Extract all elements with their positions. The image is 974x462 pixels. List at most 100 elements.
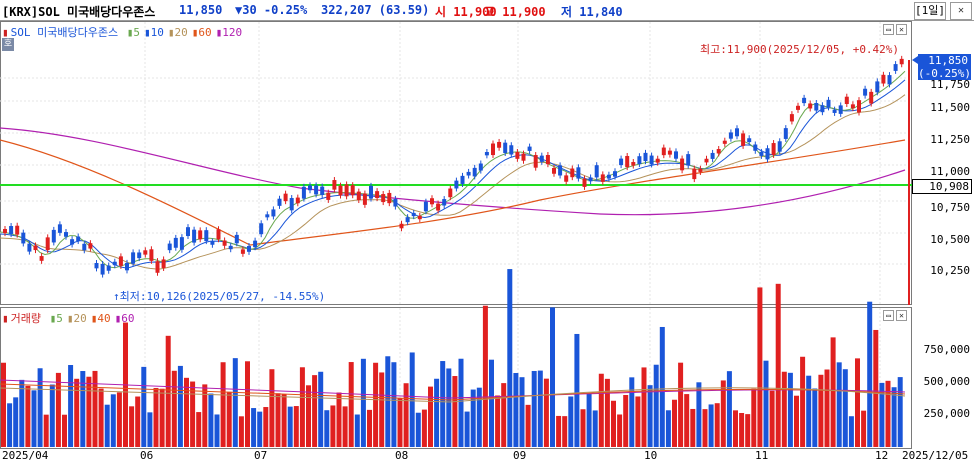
candle-body	[472, 167, 477, 177]
candle-body	[838, 105, 843, 114]
volume-bar	[550, 307, 555, 447]
candle-body	[423, 201, 428, 212]
candle-body	[436, 203, 441, 211]
volume-bar	[257, 411, 263, 447]
price-tick: 11,250	[930, 133, 970, 146]
candle-body	[192, 229, 197, 243]
volume-bar	[647, 385, 653, 447]
candle-body	[118, 256, 123, 266]
side-label[interactable]: 호	[2, 38, 14, 51]
candle-body	[88, 243, 93, 249]
volume-bar	[287, 406, 293, 447]
candle-body	[844, 96, 849, 104]
candle-body	[606, 174, 611, 179]
volume-bar	[385, 356, 391, 447]
volume-bar	[13, 397, 19, 447]
candle-body	[70, 239, 75, 245]
volume-bar	[263, 407, 269, 447]
candle-body	[484, 152, 489, 156]
candle-body	[728, 132, 733, 139]
candle-body	[271, 209, 276, 217]
legend-ma20: ▮20	[167, 26, 188, 39]
volume-bar	[324, 410, 330, 447]
volume-bar	[556, 415, 562, 447]
volume-bar	[373, 362, 379, 447]
volume-bar	[537, 370, 543, 447]
candle-body	[649, 155, 654, 165]
candle-body	[76, 236, 81, 242]
candle-body	[411, 212, 416, 217]
candle-body	[167, 243, 172, 251]
volume-bar	[720, 380, 726, 447]
volume-bar	[659, 326, 665, 447]
volume-bar	[348, 362, 354, 447]
period-selector[interactable]: [1일]	[914, 2, 946, 20]
candle-body	[545, 154, 550, 165]
open-price: 시 11,900	[435, 5, 497, 19]
volume-bar	[62, 414, 67, 447]
volume-bar	[141, 366, 147, 447]
volume-bar	[104, 404, 110, 447]
candle-body	[369, 185, 373, 199]
volume-bar	[214, 414, 220, 447]
candle-body	[814, 103, 819, 111]
candle-body	[39, 256, 44, 261]
volume-bar	[501, 383, 507, 447]
pane-close-button[interactable]: ✕	[896, 310, 907, 321]
volume-legend: ▮ 거래량 ▮5 ▮20 ▮40 ▮60	[2, 310, 139, 326]
high-price: 고 11,900	[484, 5, 546, 19]
volume-bar	[458, 358, 464, 447]
candle-body	[869, 91, 874, 104]
pane-close-button[interactable]: ✕	[896, 24, 907, 35]
volume-bar	[409, 352, 415, 447]
current-price-arrow	[912, 56, 918, 64]
volume-bar	[440, 361, 446, 447]
candle-body	[222, 240, 227, 246]
volume-bar	[208, 393, 214, 447]
candle-body	[308, 185, 312, 191]
candle-body	[850, 104, 855, 109]
close-icon[interactable]: ✕	[950, 2, 972, 20]
pane-minimize-button[interactable]: ▭	[883, 310, 894, 321]
candle-body	[881, 74, 886, 84]
volume-bar	[775, 283, 781, 447]
volume-bar	[153, 387, 159, 447]
legend-vma5: ▮5	[49, 312, 63, 325]
candle-body	[789, 114, 794, 122]
ticker-name[interactable]: [KRX]SOL 미국배당다우존스	[2, 5, 156, 19]
candle-body	[716, 149, 721, 154]
candle-body	[295, 197, 300, 204]
volume-bar	[165, 335, 171, 447]
legend-vma60: ▮60	[114, 312, 135, 325]
volume-bar	[702, 409, 708, 447]
price-tick: 11,750	[930, 78, 970, 91]
legend-marker-icon: ▮	[2, 26, 9, 39]
volume-bar	[745, 414, 751, 447]
candle-body	[430, 198, 434, 205]
volume-bar	[330, 405, 336, 447]
volume-bar	[855, 358, 860, 447]
candle-body	[448, 188, 453, 198]
candle-body	[582, 178, 587, 187]
date-tick: 06	[140, 449, 154, 462]
candle-body	[698, 168, 703, 172]
volume-bar	[592, 410, 598, 447]
volume-bar	[897, 377, 903, 447]
volume-bar	[86, 376, 92, 447]
volume-bar	[489, 359, 494, 447]
volume-bar	[391, 362, 397, 447]
candle-body	[131, 252, 136, 264]
candle-body	[710, 152, 715, 159]
volume-bar	[7, 403, 13, 447]
date-tick: 2025/12/05	[902, 449, 969, 462]
candle-body	[796, 105, 800, 110]
volume-bar	[672, 399, 677, 447]
legend-ma5: ▮5	[126, 26, 140, 39]
volume-bar	[281, 394, 287, 447]
candle-body	[405, 217, 410, 223]
pane-minimize-button[interactable]: ▭	[883, 24, 894, 35]
candle-body	[9, 226, 14, 235]
candle-body	[588, 177, 593, 182]
candle-body	[240, 249, 245, 254]
